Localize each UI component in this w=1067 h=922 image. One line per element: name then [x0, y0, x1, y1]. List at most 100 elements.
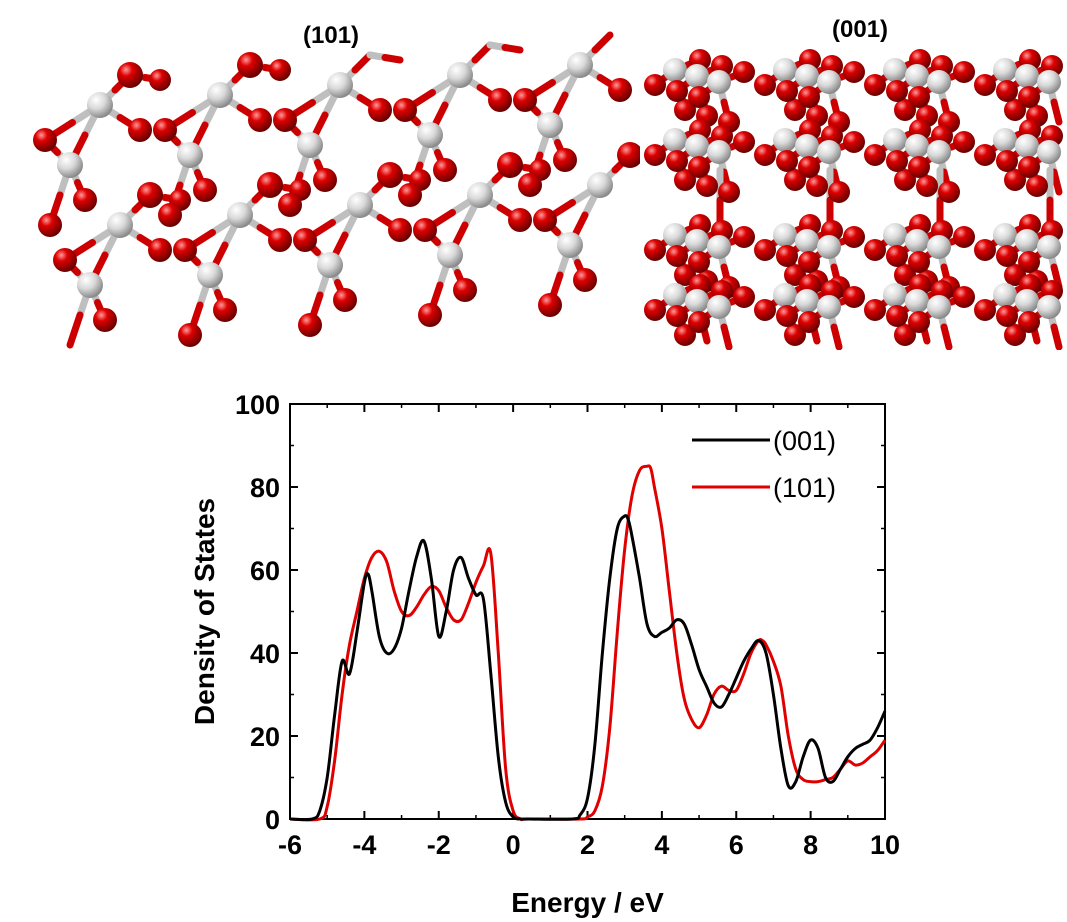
titanium-atom: [663, 223, 687, 247]
oxygen-atom: [149, 69, 171, 91]
oxygen-atom: [1026, 175, 1048, 197]
titanium-atom: [327, 72, 353, 98]
oxygen-atom: [193, 178, 217, 202]
bond-o: [501, 44, 524, 54]
oxygen-atom: [754, 74, 776, 96]
oxygen-atom: [413, 218, 437, 242]
oxygen-atom: [733, 286, 755, 308]
titanium-atom: [437, 242, 463, 268]
titanium-atom: [905, 134, 929, 158]
oxygen-atom: [974, 74, 996, 96]
bond-o: [66, 311, 84, 349]
oxygen-atom: [974, 299, 996, 321]
oxygen-atom: [178, 323, 202, 347]
x-tick-label: 0: [506, 830, 521, 860]
oxygen-atom: [806, 175, 828, 197]
oxygen-atom: [293, 228, 317, 252]
y-axis-label: Density of States: [189, 498, 220, 725]
titanium-atom: [537, 112, 563, 138]
titanium-atom: [707, 235, 731, 259]
oxygen-atom: [153, 118, 177, 142]
oxygen-atom: [674, 99, 696, 121]
titanium-atom: [1037, 140, 1061, 164]
titanium-atom: [557, 232, 583, 258]
bond-o: [1050, 168, 1063, 196]
bond-o: [381, 54, 404, 64]
oxygen-atom: [953, 226, 975, 248]
titanium-atom: [1015, 134, 1039, 158]
bond-o: [351, 51, 374, 74]
oxygen-atom: [453, 278, 477, 302]
structure-001-panel: (001): [640, 0, 1067, 350]
structure-101-label: (101): [303, 22, 360, 49]
oxygen-atom: [696, 175, 718, 197]
structure-101-panel: (101): [0, 0, 640, 350]
titanium-atom: [107, 212, 133, 238]
titanium-atom: [773, 223, 797, 247]
y-tick-label: 100: [235, 390, 280, 420]
oxygen-atom: [313, 168, 337, 192]
titanium-atom: [417, 122, 443, 148]
oxygen-atom: [843, 286, 865, 308]
oxygen-atom: [1004, 99, 1026, 121]
oxygen-atom: [1004, 169, 1026, 191]
titanium-atom: [297, 132, 323, 158]
oxygen-atom: [776, 245, 798, 267]
titanium-atom: [993, 283, 1017, 307]
oxygen-atom: [488, 88, 512, 112]
oxygen-atom: [864, 299, 886, 321]
oxygen-atom: [117, 62, 143, 88]
series-line-001: [289, 514, 887, 822]
oxygen-atom: [938, 181, 960, 203]
titanium-atom: [817, 235, 841, 259]
oxygen-atom: [433, 158, 457, 182]
oxygen-atom: [953, 61, 975, 83]
oxygen-atom: [908, 251, 930, 273]
oxygen-atom: [864, 239, 886, 261]
bond-o: [591, 31, 614, 54]
titanium-atom: [1015, 64, 1039, 88]
titanium-atom: [993, 58, 1017, 82]
oxygen-atom: [1018, 86, 1040, 108]
oxygen-atom: [617, 142, 640, 168]
y-tick-label: 0: [265, 805, 280, 835]
oxygen-atom: [257, 172, 283, 198]
chart-series: [289, 464, 887, 822]
oxygen-atom: [798, 156, 820, 178]
series-line-101: [289, 464, 887, 822]
oxygen-atom: [666, 305, 688, 327]
oxygen-atom: [533, 208, 557, 232]
titanium-atom: [447, 62, 473, 88]
oxygen-atom: [53, 248, 77, 272]
chart-legend: (001) (101): [692, 426, 836, 503]
titanium-atom: [685, 229, 709, 253]
titanium-atom: [663, 58, 687, 82]
structure-101-model: [33, 31, 640, 349]
titanium-atom: [905, 229, 929, 253]
oxygen-atom: [688, 311, 710, 333]
bond-o: [471, 41, 494, 64]
oxygen-atom: [644, 74, 666, 96]
oxygen-atom: [248, 108, 272, 132]
titanium-atom: [795, 134, 819, 158]
oxygen-atom: [608, 78, 632, 102]
oxygen-atom: [298, 313, 322, 337]
titanium-atom: [905, 64, 929, 88]
oxygen-atom: [843, 131, 865, 153]
slab-101: [33, 31, 640, 349]
oxygen-atom: [1004, 324, 1026, 346]
titanium-atom: [707, 295, 731, 319]
y-tick-label: 60: [250, 556, 280, 586]
titanium-atom: [883, 128, 907, 152]
oxygen-atom: [953, 131, 975, 153]
titanium-atom: [197, 262, 223, 288]
oxygen-atom: [974, 239, 996, 261]
oxygen-atom: [137, 182, 163, 208]
titanium-atom: [685, 289, 709, 313]
titanium-atom: [817, 140, 841, 164]
titanium-atom: [883, 283, 907, 307]
y-tick-label: 40: [250, 639, 280, 669]
x-tick-label: 10: [870, 830, 900, 860]
